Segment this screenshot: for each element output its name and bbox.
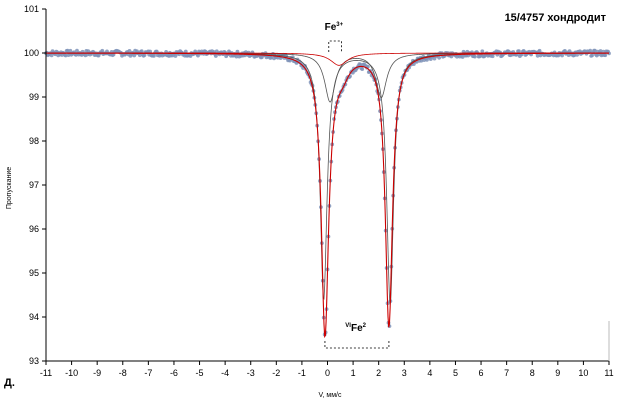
data-point <box>603 53 608 58</box>
x-tick-label: 8 <box>530 368 535 378</box>
x-tick-label: -2 <box>272 368 280 378</box>
y-tick-label: 94 <box>29 312 39 322</box>
data-point <box>100 48 105 53</box>
data-point <box>360 67 365 72</box>
data-point <box>535 53 540 58</box>
data-point <box>590 53 595 58</box>
data-point <box>575 52 579 57</box>
axes-group <box>42 8 610 365</box>
data-point <box>127 48 132 53</box>
chart-title: 15/4757 хондродит <box>505 12 607 24</box>
x-tick-label: -3 <box>247 368 255 378</box>
y-tick-label: 100 <box>24 48 39 58</box>
x-tick-label: 3 <box>402 368 407 378</box>
y-tick-label: 96 <box>29 224 39 234</box>
fit-envelope-curve <box>46 52 609 339</box>
x-tick-label: 6 <box>479 368 484 378</box>
data-point <box>68 48 73 53</box>
data-point <box>517 49 521 54</box>
y-tick-label: 99 <box>29 92 39 102</box>
x-tick-label: -5 <box>196 368 204 378</box>
data-point <box>537 48 542 53</box>
data-point <box>196 53 200 58</box>
data-point <box>472 54 477 59</box>
x-tick-label: 5 <box>453 368 458 378</box>
data-point <box>65 48 70 53</box>
x-tick-label: 2 <box>376 368 381 378</box>
data-point <box>139 49 144 54</box>
data-point <box>183 49 188 54</box>
y-tick-label: 97 <box>29 180 39 190</box>
fe2-label: VIFe2 <box>345 323 366 334</box>
x-tick-label: 10 <box>578 368 588 378</box>
x-tick-label: 4 <box>427 368 432 378</box>
y-tick-label: 101 <box>24 4 39 14</box>
data-point <box>588 48 593 53</box>
x-tick-label: -10 <box>65 368 78 378</box>
y-tick-label: 98 <box>29 136 39 146</box>
fe3-bracket <box>328 40 342 52</box>
x-tick-label: 11 <box>604 368 613 378</box>
data-point <box>358 62 363 67</box>
data-point <box>437 55 442 60</box>
x-tick-label: 9 <box>555 368 560 378</box>
x-tick-label: -6 <box>170 368 178 378</box>
x-axis-label: V, мм/с <box>319 392 342 399</box>
data-point <box>601 49 606 54</box>
data-point <box>63 53 68 58</box>
data-point <box>142 53 147 58</box>
x-tick-label: -7 <box>144 368 152 378</box>
fe2-bracket <box>324 341 390 349</box>
x-tick-label: 0 <box>325 368 330 378</box>
x-tick-label: 7 <box>504 368 509 378</box>
data-point <box>148 49 153 54</box>
x-tick-label: -1 <box>298 368 306 378</box>
data-point <box>75 48 79 53</box>
x-tick-label: -9 <box>93 368 101 378</box>
annotations-group: Fe3+ VIFe2 <box>324 22 390 349</box>
data-point <box>49 53 54 58</box>
x-tick-label: -4 <box>221 368 229 378</box>
panel-label: Д. <box>4 377 15 389</box>
y-axis-label: Пропускание <box>6 167 13 209</box>
fe3-label: Fe3+ <box>325 22 344 33</box>
component-curve-2 <box>46 52 609 103</box>
x-tick-label: -11 <box>40 368 52 378</box>
y-tick-label: 95 <box>29 268 39 278</box>
x-tick-label: 1 <box>351 368 356 378</box>
x-tick-label: -8 <box>119 368 127 378</box>
data-point <box>480 49 485 54</box>
data-point <box>460 55 465 59</box>
y-tick-label: 93 <box>29 356 39 366</box>
fit-lines-group <box>46 52 609 339</box>
